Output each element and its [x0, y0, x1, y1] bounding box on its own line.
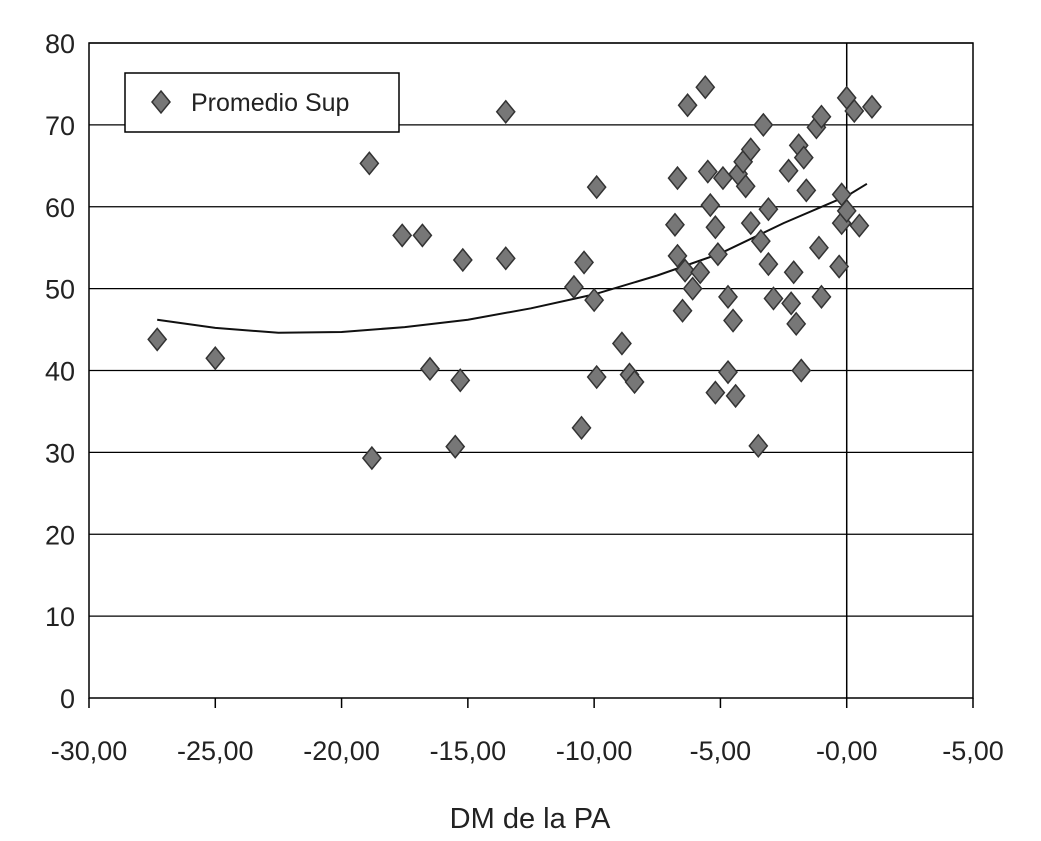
y-tick-label: 50: [45, 275, 75, 305]
data-point-diamond: [723, 308, 744, 333]
data-point-diamond: [753, 112, 774, 138]
data-point-diamond: [707, 242, 728, 267]
y-tick-label: 70: [45, 111, 75, 141]
data-point-diamond: [586, 174, 607, 200]
data-point-diamond: [495, 246, 516, 271]
trendline: [157, 182, 868, 334]
data-point-diamond: [667, 165, 688, 191]
data-point-diamond: [697, 159, 718, 184]
data-point-diamond: [495, 99, 516, 124]
data-point-diamond: [778, 158, 799, 183]
axes: [88, 42, 974, 708]
data-point-diamond: [758, 251, 779, 277]
x-axis-title: DM de la PA: [450, 803, 611, 835]
data-point-diamond: [718, 284, 738, 309]
legend-box: [124, 72, 400, 133]
legend-diamond-icon: [151, 89, 171, 115]
data-point-diamond: [361, 445, 382, 471]
data-point-diamond: [205, 346, 226, 371]
data-point-diamond: [783, 260, 804, 285]
data-point-diamond: [624, 369, 645, 395]
y-tick-label: 40: [45, 357, 75, 387]
y-tick-label: 20: [45, 520, 75, 550]
plot-frame: [88, 42, 974, 699]
data-point-diamond: [452, 247, 473, 273]
data-point-diamond: [735, 174, 756, 199]
trendline-group: [157, 182, 868, 334]
data-point-diamond: [682, 276, 703, 301]
data-point-diamond: [862, 94, 882, 120]
data-point-diamond: [786, 311, 807, 337]
data-point-diamond: [781, 291, 802, 316]
data-point-diamond: [664, 212, 685, 237]
data-point-diamond: [584, 287, 605, 313]
data-point-diamond: [705, 380, 726, 405]
legend-label: Promedio Sup: [191, 89, 349, 117]
y-tick-label: 10: [45, 602, 75, 632]
data-point-diamond: [811, 104, 832, 129]
data-point-diamond: [359, 151, 380, 176]
x-tick-label: -10,00: [556, 736, 633, 766]
y-tick-label: 60: [45, 193, 75, 223]
data-point-diamond: [586, 364, 607, 390]
data-point-diamond: [147, 327, 168, 352]
tick-labels: 0 10 20 30 40 50 60 70 80 -30,00 -25,00 -20,00 -15,0…: [45, 29, 1004, 766]
data-point-diamond: [420, 356, 440, 382]
data-point-diamond: [808, 235, 829, 260]
y-tick-label: 80: [45, 29, 75, 59]
data-point-diamond: [829, 254, 850, 279]
data-point-diamond: [750, 228, 771, 254]
data-point-diamond: [677, 93, 698, 118]
y-tick-label: 0: [60, 684, 75, 714]
data-point-diamond: [758, 197, 779, 222]
x-tick-label: -30,00: [51, 736, 128, 766]
y-tick-label: 30: [45, 438, 75, 468]
x-tick-label: -5,00: [942, 736, 1004, 766]
data-point-diamond: [450, 368, 471, 393]
data-point-diamond: [836, 198, 857, 224]
data-point-diamond: [392, 223, 413, 248]
x-tick-label: -0,00: [816, 736, 878, 766]
data-point-diamond: [811, 284, 832, 309]
data-point-diamond: [793, 145, 814, 170]
data-point-diamond: [667, 243, 688, 269]
data-point-diamond: [571, 415, 592, 440]
data-point-diamond: [718, 359, 738, 385]
data-points: [147, 75, 882, 471]
data-point-diamond: [611, 331, 632, 356]
data-point-diamond: [675, 258, 696, 283]
data-point-diamond: [844, 98, 865, 124]
x-tick-label: -5,00: [690, 736, 752, 766]
data-point-diamond: [763, 286, 784, 311]
data-point-diamond: [445, 434, 466, 459]
legend: Promedio Sup: [124, 72, 400, 133]
data-point-diamond: [563, 274, 584, 300]
data-point-diamond: [748, 433, 769, 459]
data-point-diamond: [849, 213, 870, 238]
data-point-diamond: [690, 260, 711, 285]
data-point-diamond: [796, 178, 817, 203]
data-point-diamond: [725, 383, 746, 409]
data-point-diamond: [700, 192, 721, 218]
data-point-diamond: [740, 137, 761, 162]
x-tick-label: -20,00: [303, 736, 380, 766]
data-point-diamond: [695, 75, 716, 100]
data-point-diamond: [791, 358, 812, 383]
data-point-diamond: [705, 215, 726, 240]
x-tick-label: -25,00: [177, 736, 254, 766]
data-point-diamond: [574, 250, 595, 275]
data-point-diamond: [740, 210, 761, 236]
x-tick-label: -15,00: [430, 736, 507, 766]
data-point-diamond: [412, 223, 433, 248]
data-point-diamond: [672, 298, 693, 323]
